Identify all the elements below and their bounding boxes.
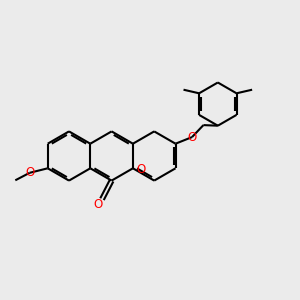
Text: O: O	[94, 198, 103, 211]
Text: O: O	[25, 166, 34, 179]
Text: O: O	[188, 130, 196, 144]
Text: O: O	[136, 163, 146, 176]
